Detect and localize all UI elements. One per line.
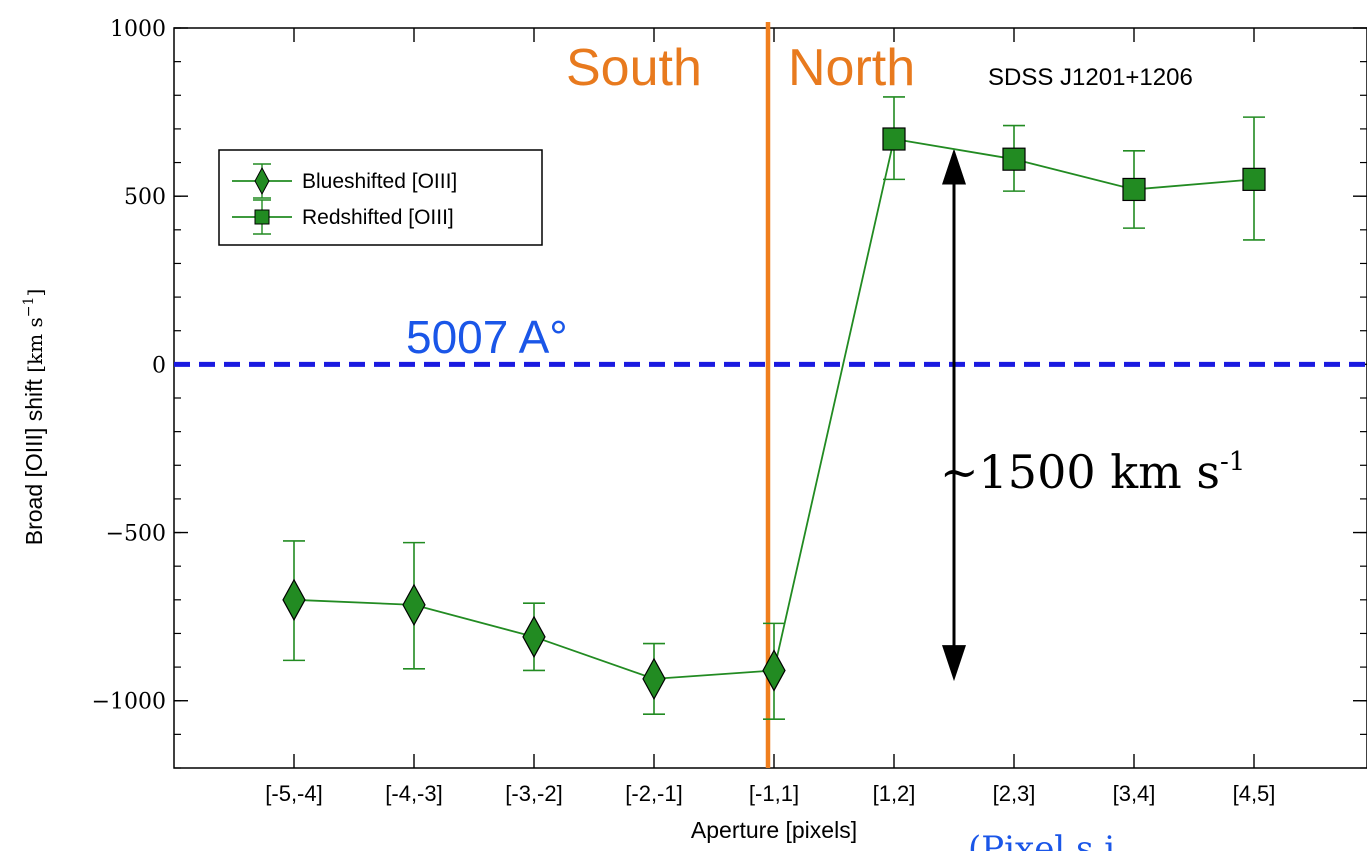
axes: 1000 500 0 −500 −1000 [-5,-4] [-4,-3] [-3,-2] [-… [92, 17, 1367, 806]
legend-marker-diamond [254, 166, 270, 196]
legend-label: Redshifted [OIII] [302, 206, 454, 229]
y-axis-title-text: Broad [OIII] shift [21, 378, 47, 545]
reference-lines [174, 22, 1367, 768]
y-axis-unit: [km s−1] [21, 289, 47, 379]
x-axis-title: Aperture [pixels] [691, 817, 857, 843]
x-tick-label: [-2,-1] [625, 781, 682, 806]
arrow-head-down [942, 645, 966, 682]
legend-box [218, 149, 543, 246]
annotation-object-name: SDSS J1201+1206 [988, 64, 1193, 91]
data-point-diamond [762, 649, 786, 692]
x-tick-label: [3,4] [1113, 781, 1156, 806]
arrow-head-up [942, 148, 966, 185]
y-tick-label: −500 [106, 522, 166, 547]
velocity-difference-arrow [942, 148, 966, 682]
annotation-velocity-superscript: -1 [1220, 447, 1245, 477]
data-point-diamond [522, 615, 546, 659]
data-point-square [882, 127, 906, 151]
data-point-diamond [282, 578, 306, 622]
data-point-square [1242, 167, 1266, 191]
x-tick-label: [2,3] [993, 781, 1036, 806]
annotation-velocity-difference: ~1500 km s-1 [940, 445, 1245, 499]
annotation-reference-line-label: 5007 A° [406, 311, 568, 363]
y-tick-label: 0 [152, 353, 166, 378]
data-point-diamond [642, 657, 666, 701]
series-blueshifted [282, 540, 786, 721]
data-point-square [1122, 177, 1146, 202]
y-tick-label: 500 [124, 185, 166, 210]
y-axis-unit-superscript: −1 [21, 297, 37, 318]
x-tick-label: [4,5] [1233, 781, 1276, 806]
y-tick-label: −1000 [92, 690, 166, 715]
x-tick-label: [-5,-4] [265, 781, 322, 806]
data-series: Blueshifted [OIII] Redshifted [OIII] [218, 96, 1266, 721]
x-tick-label: [1,2] [873, 781, 916, 806]
annotation-north: North [788, 39, 915, 97]
data-point-square [1002, 147, 1026, 171]
legend-label: Blueshifted [OIII] [302, 170, 457, 193]
series-redshifted [882, 96, 1266, 241]
x-tick-label: [-1,1] [749, 781, 799, 806]
legend: Blueshifted [OIII] Redshifted [OIII] [218, 149, 543, 246]
annotation-south: South [566, 39, 702, 97]
annotation-bottom-clipped: (Pixel s i [968, 829, 1115, 851]
x-tick-label: [-3,-2] [505, 781, 562, 806]
x-tick-label: [-4,-3] [385, 781, 442, 806]
y-tick-label: 1000 [110, 17, 166, 42]
legend-marker-square [254, 209, 270, 225]
y-axis-title: Broad [OIII] shift [km s−1] [21, 289, 47, 546]
data-point-diamond [402, 583, 426, 627]
